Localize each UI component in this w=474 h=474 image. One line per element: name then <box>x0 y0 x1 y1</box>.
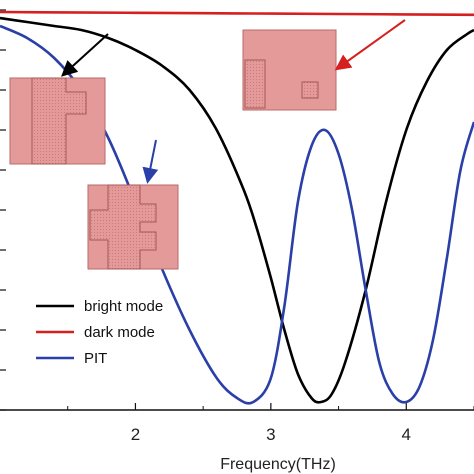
x-tick-label: 3 <box>266 425 275 444</box>
bright-mode-structure <box>9 77 106 165</box>
dark-mode-structure <box>242 29 337 111</box>
dark-square <box>301 81 319 99</box>
pit-line <box>0 24 474 405</box>
bright-resonator <box>31 77 87 165</box>
arrow-layer <box>61 19 406 184</box>
pit-resonator <box>89 184 157 270</box>
x-tick-label: 4 <box>402 425 411 444</box>
x-axis-label: Frequency(THz) <box>220 456 336 473</box>
legend-label: bright mode <box>84 298 163 315</box>
arrow-to-dark-mode-structure <box>334 19 406 71</box>
arrow-to-pit-structure <box>142 139 159 184</box>
legend-label: dark mode <box>84 324 155 341</box>
pit-structure <box>87 184 179 270</box>
legend-label: PIT <box>84 350 107 367</box>
bright-mode-line <box>0 16 474 404</box>
inset-layer <box>9 29 337 270</box>
series-layer <box>0 10 474 405</box>
dark-strip <box>244 59 266 109</box>
arrow-to-bright-mode-structure <box>61 33 109 77</box>
x-tick-label: 2 <box>131 425 140 444</box>
legend: bright mode dark mode PIT <box>36 298 163 367</box>
axes-frame: 2 3 4 <box>0 9 474 444</box>
dark-mode-line <box>0 10 474 17</box>
